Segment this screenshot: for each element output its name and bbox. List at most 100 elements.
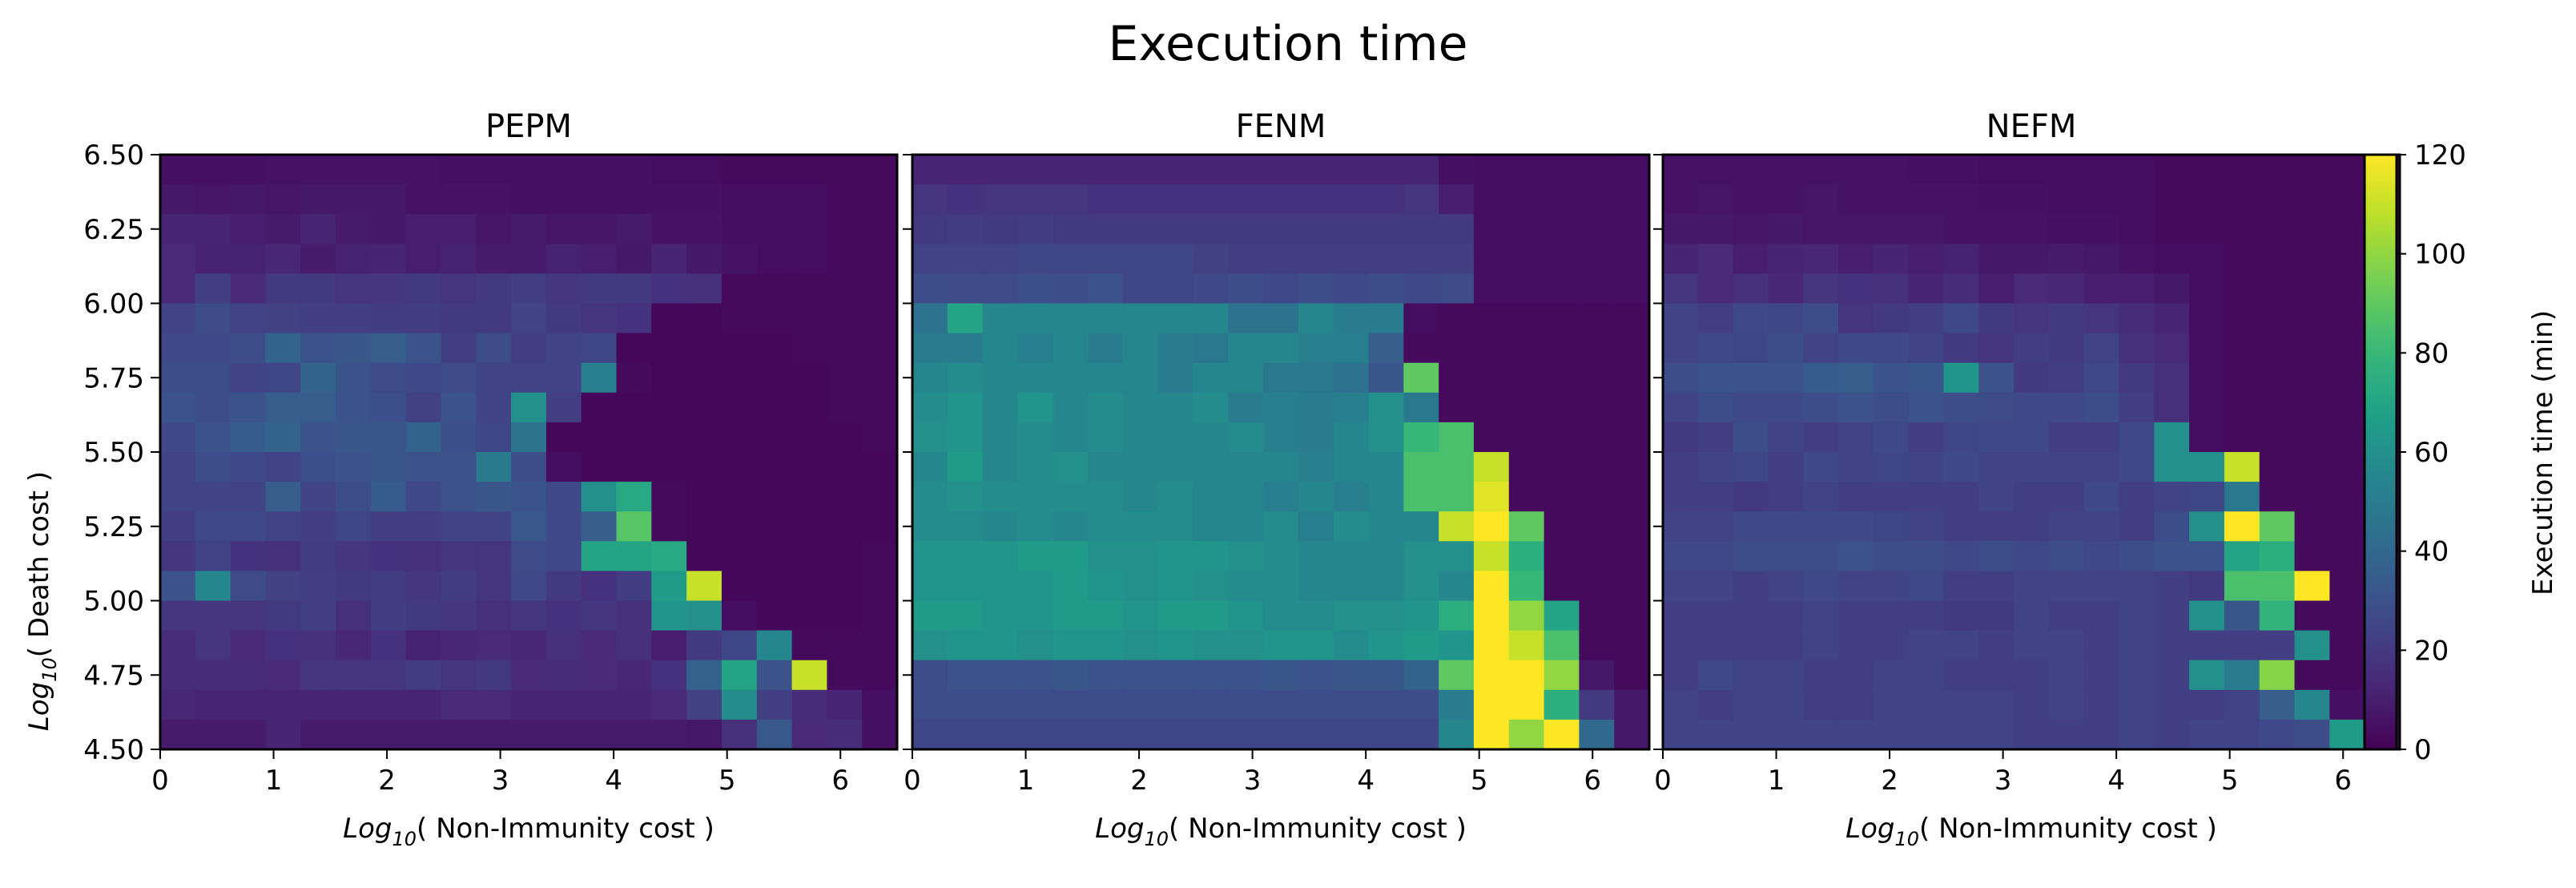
heatmap-cell — [1508, 333, 1545, 364]
heatmap-cell — [982, 392, 1019, 423]
heatmap-cell — [2294, 511, 2330, 542]
heatmap-cell — [1697, 630, 1734, 661]
heatmap-cell — [651, 511, 687, 542]
heatmap-cell — [1439, 600, 1475, 632]
heatmap-cell — [1768, 273, 1804, 305]
heatmap-cell — [1193, 630, 1229, 661]
heatmap-cell — [912, 660, 948, 691]
heatmap-cell — [1908, 422, 1945, 453]
heatmap-cell — [1544, 630, 1580, 661]
heatmap-cell — [791, 362, 827, 394]
heatmap-cell — [2294, 184, 2330, 215]
heatmap-cell — [1838, 689, 1874, 720]
heatmap-cell — [2154, 155, 2190, 185]
heatmap-cell — [405, 660, 442, 691]
colorbar-label: Execution time (min) — [2527, 310, 2559, 595]
heatmap-cell — [721, 482, 758, 512]
heatmap-cell — [2294, 422, 2330, 453]
heatmap-cell — [1508, 452, 1545, 482]
heatmap-cell — [1473, 155, 1510, 185]
heatmap-cell — [616, 511, 652, 542]
heatmap-cell — [1368, 155, 1404, 185]
colorbar-tick-label: 60 — [2414, 437, 2449, 469]
heatmap-cell — [827, 333, 863, 364]
heatmap-cell — [2259, 333, 2296, 364]
heatmap-cell — [1908, 541, 1945, 571]
x-axis-label: Log10( Non-Immunity cost ) — [1095, 813, 1467, 850]
heatmap-cell — [1978, 214, 2015, 244]
x-tick-label: 1 — [265, 765, 283, 797]
heatmap-cell — [1333, 362, 1370, 394]
heatmap-cell — [1333, 600, 1370, 632]
heatmap-cell — [2154, 719, 2190, 750]
heatmap-cell — [1803, 452, 1839, 482]
heatmap-cell — [947, 422, 984, 453]
heatmap-cell — [1978, 362, 2015, 394]
heatmap-cell — [982, 422, 1019, 453]
heatmap-cell — [581, 541, 618, 571]
heatmap-cell — [1473, 511, 1510, 542]
heatmap-cell — [1439, 333, 1475, 364]
heatmap-cell — [827, 273, 863, 305]
heatmap-cell — [230, 689, 267, 720]
heatmap-cell — [2189, 155, 2225, 185]
heatmap-cell — [721, 630, 758, 661]
heatmap-cell — [862, 214, 898, 244]
heatmap-cell — [160, 422, 196, 453]
heatmap-cell — [336, 273, 372, 305]
heatmap-cell — [1614, 541, 1650, 571]
heatmap-cell — [511, 541, 547, 571]
heatmap-cell — [476, 541, 512, 571]
heatmap-cell — [545, 660, 582, 691]
heatmap-cell — [2329, 660, 2365, 691]
heatmap-cell — [2224, 362, 2260, 394]
heatmap-cell — [1803, 571, 1839, 602]
heatmap-cell — [545, 155, 582, 185]
x-axis-label: Log10( Non-Immunity cost ) — [1845, 813, 2217, 850]
heatmap-cell — [1579, 571, 1615, 602]
heatmap-cell — [721, 452, 758, 482]
heatmap-cell — [686, 244, 722, 274]
heatmap-cell — [370, 362, 407, 394]
heatmap-cell — [1908, 630, 1945, 661]
heatmap-cell — [2119, 511, 2155, 542]
heatmap-cell — [947, 273, 984, 305]
heatmap-cell — [1838, 214, 1874, 244]
heatmap-cell — [1193, 214, 1229, 244]
heatmap-cell — [476, 273, 512, 305]
heatmap-cell — [370, 214, 407, 244]
heatmap-cell — [581, 333, 618, 364]
heatmap-cell — [1263, 630, 1299, 661]
panel-title: FENM — [1236, 108, 1326, 145]
heatmap-cell — [1333, 333, 1370, 364]
heatmap-cell — [2014, 244, 2050, 274]
heatmap-cell — [862, 362, 898, 394]
heatmap-cell — [1508, 482, 1545, 512]
heatmap-cell — [2119, 273, 2155, 305]
heatmap-cell — [1439, 630, 1475, 661]
heatmap-cell — [2329, 273, 2365, 305]
heatmap-cell — [947, 244, 984, 274]
heatmap-cell — [1733, 362, 1769, 394]
heatmap-cell — [1614, 630, 1650, 661]
heatmap-cell — [912, 303, 948, 334]
heatmap-cell — [2083, 660, 2120, 691]
heatmap-cell — [370, 244, 407, 274]
heatmap-cell — [2259, 482, 2296, 512]
heatmap-cell — [1368, 482, 1404, 512]
heatmap-cell — [2048, 184, 2085, 215]
heatmap-cell — [1508, 184, 1545, 215]
heatmap-cell — [581, 422, 618, 453]
heatmap-cell — [441, 660, 477, 691]
heatmap-cell — [230, 511, 267, 542]
heatmap-cell — [336, 452, 372, 482]
heatmap-cell — [1157, 333, 1194, 364]
heatmap-cell — [947, 511, 984, 542]
heatmap-cell — [1733, 244, 1769, 274]
heatmap-cell — [616, 303, 652, 334]
heatmap-cell — [1908, 482, 1945, 512]
heatmap-cell — [160, 660, 196, 691]
heatmap-cell — [511, 630, 547, 661]
heatmap-cell — [1873, 362, 1910, 394]
heatmap-cell — [1873, 719, 1910, 750]
